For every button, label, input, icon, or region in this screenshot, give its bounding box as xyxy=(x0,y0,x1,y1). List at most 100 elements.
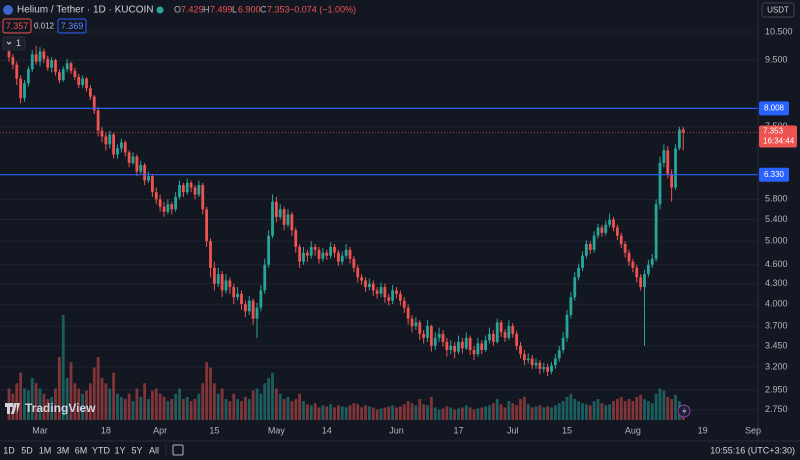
candle-body xyxy=(216,274,220,284)
bid-box[interactable] xyxy=(2,18,32,34)
volume-bar xyxy=(646,401,650,420)
volume-bar xyxy=(220,388,224,420)
candle-body xyxy=(278,209,282,217)
candle-body xyxy=(96,110,100,131)
volume-bar xyxy=(333,407,336,420)
volume-bar xyxy=(119,396,123,420)
volume-bar xyxy=(356,404,360,420)
volume-bar xyxy=(472,409,476,420)
volume-bar xyxy=(274,388,278,420)
volume-bar xyxy=(193,399,197,420)
volume-bar xyxy=(30,378,34,420)
range-button[interactable]: 3M xyxy=(57,445,70,455)
volume-bar xyxy=(658,388,662,420)
candle-body xyxy=(414,322,418,327)
candle-body xyxy=(367,283,371,288)
volume-bar xyxy=(108,388,112,420)
volume-bar xyxy=(600,403,604,420)
x-tick-label: 18 xyxy=(101,425,111,435)
volume-bar xyxy=(147,399,150,420)
last-price-tag xyxy=(759,125,797,148)
volume-bar xyxy=(426,405,429,420)
volume-bar xyxy=(50,396,54,420)
candle-body xyxy=(631,261,635,268)
volume-bar xyxy=(162,396,166,420)
volume-bar xyxy=(573,399,577,420)
candle-body xyxy=(356,267,360,278)
candle-body xyxy=(553,358,557,366)
candle-body xyxy=(402,300,406,308)
candle-body xyxy=(274,201,278,217)
candle-body xyxy=(104,136,108,145)
candle-body xyxy=(317,249,321,259)
volume-bar xyxy=(550,407,553,420)
range-button[interactable]: All xyxy=(149,445,159,455)
candle-body xyxy=(619,235,623,245)
volume-bar xyxy=(441,408,445,420)
candle-body xyxy=(584,244,588,256)
indicator-toggle[interactable] xyxy=(2,36,26,51)
candle-body xyxy=(228,280,232,288)
range-button[interactable]: YTD xyxy=(92,445,111,455)
x-tick-label: Sep xyxy=(745,425,761,435)
volume-bar xyxy=(259,393,263,420)
volume-bar xyxy=(46,399,50,420)
candle-body xyxy=(166,204,170,212)
candle-body xyxy=(333,246,336,253)
volume-bar xyxy=(85,390,88,420)
x-tick-label: 15 xyxy=(562,425,572,435)
volume-bar xyxy=(422,404,426,420)
range-button[interactable]: 1M xyxy=(39,445,52,455)
y-tick-label: 3.700 xyxy=(765,321,788,331)
calendar-icon[interactable] xyxy=(172,444,184,456)
volume-bar xyxy=(588,405,592,420)
range-button[interactable]: 1Y xyxy=(114,445,125,455)
candle-body xyxy=(615,227,619,236)
volume-bar xyxy=(298,393,302,420)
volume-bar xyxy=(414,405,418,420)
bid-price: 7.357 xyxy=(6,21,29,31)
range-button[interactable]: 6M xyxy=(75,445,88,455)
volume-bar xyxy=(15,383,19,420)
candle-body xyxy=(418,322,422,334)
candle-body xyxy=(321,252,325,259)
ask-box[interactable] xyxy=(57,18,87,34)
volume-bar xyxy=(321,405,325,420)
clock[interactable]: 10:55:16 (UTC+3:30) xyxy=(710,445,795,455)
candle-body xyxy=(38,51,42,62)
x-tick-label: 19 xyxy=(698,425,708,435)
candle-body xyxy=(441,333,445,342)
volume-bar xyxy=(615,399,619,420)
y-tick-label: 4.300 xyxy=(765,278,788,288)
volume-bar xyxy=(34,383,38,420)
candle-body xyxy=(247,300,251,312)
volume-bar xyxy=(453,409,457,420)
candle-body xyxy=(139,165,143,172)
volume-bar xyxy=(282,399,286,420)
volume-bar xyxy=(530,407,534,420)
candle-body xyxy=(457,341,460,352)
volume-bar xyxy=(65,378,69,420)
candle-body xyxy=(666,150,670,174)
range-button[interactable]: 1D xyxy=(3,445,15,455)
volume-bar xyxy=(232,393,236,420)
candle-body xyxy=(92,96,96,111)
candle-body xyxy=(108,134,112,145)
y-tick-label: 4.600 xyxy=(765,259,788,269)
candle-body xyxy=(224,280,228,291)
x-tick-label: Mar xyxy=(32,425,48,435)
candle-body xyxy=(147,176,150,181)
range-button[interactable]: 5D xyxy=(21,445,33,455)
volume-bar xyxy=(631,401,635,420)
candle-body xyxy=(189,182,193,188)
currency-button[interactable] xyxy=(761,2,795,18)
symbol-icon xyxy=(3,5,13,15)
volume-bar xyxy=(515,405,519,420)
range-button[interactable]: 5Y xyxy=(131,445,142,455)
candle-body xyxy=(42,51,46,59)
volume-bar xyxy=(429,396,433,420)
symbol-title[interactable]: Helium / Tether · 1D · KUCOIN xyxy=(17,5,154,16)
volume-bar xyxy=(96,357,100,420)
x-tick-label: 17 xyxy=(453,425,463,435)
